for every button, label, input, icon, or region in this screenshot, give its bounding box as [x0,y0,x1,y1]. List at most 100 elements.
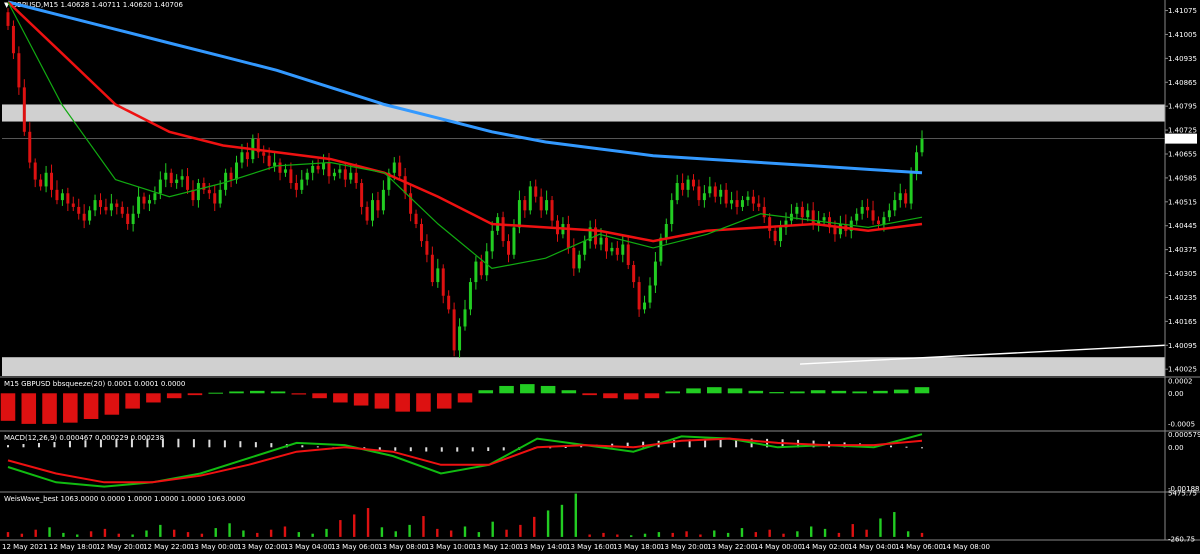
candle-body [915,152,919,173]
squeeze-bar [499,385,514,394]
weis-bar [685,531,688,537]
price-tick-label: 1.40795 [1168,103,1197,111]
symbol-icon: ▼ [4,1,10,9]
candle-body [398,162,402,177]
candle-body [322,162,326,170]
candle-body [512,227,516,255]
candle-body [22,87,26,132]
macd-histogram-bar [905,446,908,448]
candle-body [534,186,538,197]
macd-histogram-bar [130,438,133,448]
candle-body [441,268,445,296]
trendline [799,344,1166,365]
weis-bar [920,532,924,537]
price-tick-label: 1.40865 [1168,79,1197,87]
candle-body [93,200,97,211]
candle-body [109,203,113,211]
weis-bar [200,533,204,537]
macd-histogram-bar [22,444,25,448]
candle-body [479,261,483,276]
squeeze-bar [21,393,37,424]
candle-body [240,152,244,163]
candle-body [82,213,86,221]
macd-histogram-bar [68,441,71,448]
macd-histogram-bar [471,447,474,452]
candle-body [169,172,173,184]
weis-bar [394,531,397,537]
weis-bar [893,512,896,537]
weis-bar [560,504,564,537]
time-tick-label: 13 May 18:00 [613,543,661,551]
candle-body [637,282,641,310]
weis-bar [602,532,605,537]
candle-body [218,189,222,204]
squeeze-bar [229,391,244,394]
weis-bar [422,516,425,537]
macd-histogram-bar [704,438,707,448]
weis-bar [879,518,882,537]
macd-histogram-bar [409,447,412,452]
candle-body [604,237,608,252]
weis-bar [20,533,24,537]
candle-body [256,138,260,153]
macd-histogram-bar [7,445,9,448]
macd-tick-label: 0.00 [1168,444,1184,452]
macd-histogram-bar [719,438,722,448]
candle-body [643,302,647,310]
squeeze-bar [0,393,16,421]
squeeze-bar [478,390,494,394]
macd-histogram-bar [239,441,242,448]
price-tick-label: 1.40725 [1168,127,1197,135]
candle-body [191,189,195,201]
candle-body [708,186,712,194]
candle-body [392,162,396,173]
candle-body [175,179,179,184]
squeeze-bar [769,392,784,394]
candle-body [686,179,690,190]
candle-body [196,183,200,201]
candle-body [229,172,233,180]
candle-body [784,220,788,228]
macd-histogram-bar [673,440,676,448]
time-tick-label: 13 May 14:00 [519,543,567,551]
time-tick-label: 13 May 10:00 [425,543,473,551]
candle-body [50,172,54,190]
squeeze-tick-label: 0.0002 [1168,378,1193,386]
sr-zone [2,104,1165,122]
weis-bar [671,532,674,537]
price-tick-label: 1.40935 [1168,55,1197,63]
candle-body [164,172,168,180]
candle-body [338,169,342,173]
squeeze-tick-label: -0.0005 [1168,420,1195,428]
squeeze-bar [831,390,847,394]
squeeze-bar [852,391,867,394]
squeeze-bar [582,393,597,396]
macd-tick-label: -0.001888 [1168,485,1200,493]
weis-bar [477,532,481,537]
candle-body [583,241,587,255]
weis-bar [353,514,356,537]
candle-body [675,183,679,201]
candle-body [621,244,625,255]
candle-body [670,200,674,225]
candle-body [800,206,804,218]
squeeze-bar [146,393,161,403]
candle-body [39,179,43,187]
weis-bar [256,532,259,537]
candle-body [332,172,336,177]
weis-bar [657,532,661,537]
squeeze-bar [810,390,826,394]
candle-body [817,220,821,225]
candle-body [430,254,434,283]
weis-bar [546,510,550,537]
weis-bar [186,532,190,537]
weis-bar [533,516,536,537]
macd-histogram-bar [394,447,397,451]
candle-body [599,237,603,245]
weis-bar [214,528,217,537]
symbol-timeframe: GBPUSD,M15 [11,1,59,9]
price-tick-label: 1.40165 [1168,318,1197,326]
weis-bar [103,528,107,537]
candle-body [550,200,554,221]
